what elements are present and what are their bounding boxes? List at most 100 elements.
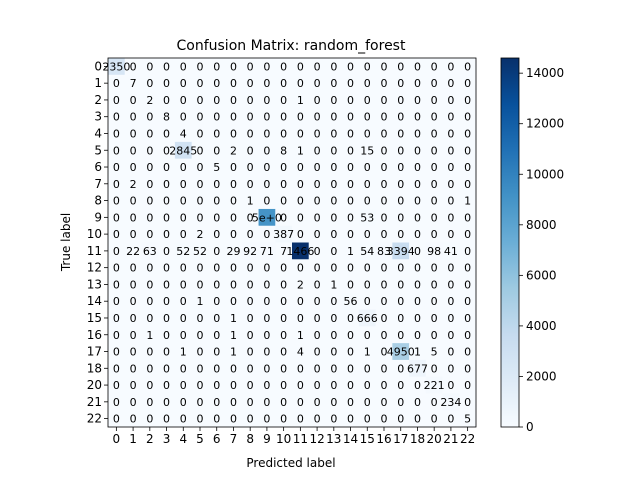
heatmap-cell	[208, 74, 226, 92]
heatmap-cell	[225, 208, 243, 227]
cell-value-label: 0	[263, 144, 270, 157]
cell-value-label: 0	[280, 111, 287, 124]
cell-value-label: 1	[347, 245, 354, 258]
cell-value-label: 0	[146, 195, 153, 208]
x-tick-label: 8	[246, 432, 254, 446]
heatmap-cell	[325, 276, 343, 294]
heatmap-cell	[392, 208, 410, 227]
heatmap-cell	[158, 74, 176, 92]
cell-value-label: 0	[464, 295, 471, 308]
cell-value-label: 0	[364, 262, 371, 275]
heatmap-cell	[442, 192, 460, 210]
cell-value-label: 0	[146, 413, 153, 426]
cell-value-label: 0	[330, 329, 337, 342]
cell-value-label: 0	[297, 195, 304, 208]
heatmap-cell	[158, 292, 176, 310]
heatmap-cell	[241, 175, 259, 193]
cell-value-label: 0	[247, 94, 254, 107]
heatmap-cell	[308, 359, 326, 378]
heatmap-cell	[325, 158, 343, 176]
heatmap-cell	[108, 125, 126, 143]
cell-value-label: 0	[197, 396, 204, 409]
cell-value-label: 0	[464, 262, 471, 275]
cell-value-label: 0	[146, 312, 153, 325]
cell-value-label: 0	[447, 228, 454, 241]
cell-value-label: 0	[163, 195, 170, 208]
cell-value-label: 0	[280, 312, 287, 325]
heatmap-cell	[425, 74, 443, 92]
heatmap-cell	[141, 259, 159, 277]
cell-value-label: 0	[280, 211, 287, 224]
heatmap-cell	[225, 359, 243, 378]
cell-value-label: 0	[180, 77, 187, 90]
cell-value-label: 0	[381, 211, 388, 224]
cell-value-label: 0	[314, 329, 321, 342]
heatmap-cell	[375, 259, 393, 277]
cell-value-label: 387	[273, 228, 294, 241]
cell-value-label: 0	[330, 379, 337, 392]
y-tick-label: 22	[87, 412, 102, 426]
cell-value-label: 0	[197, 144, 204, 157]
heatmap-cell	[208, 410, 226, 428]
cell-value-label: 0	[431, 396, 438, 409]
heatmap-cell	[459, 58, 477, 76]
colorbar-tick-label: 10000	[526, 167, 564, 181]
heatmap-cell	[442, 393, 460, 411]
heatmap-cell	[191, 326, 209, 344]
cell-value-label: 0	[197, 211, 204, 224]
cell-value-label: 0	[414, 228, 421, 241]
cell-value-label: 0	[330, 144, 337, 157]
heatmap-cell	[409, 410, 427, 428]
y-tick-label: 5	[94, 143, 102, 157]
cell-value-label: 0	[263, 295, 270, 308]
cell-value-label: 1	[464, 195, 471, 208]
heatmap-cell	[225, 192, 243, 210]
heatmap-cell	[409, 376, 427, 394]
heatmap-cell	[124, 125, 142, 143]
cell-value-label: 0	[414, 94, 421, 107]
heatmap-cell	[191, 91, 209, 109]
cell-value-label: 0	[180, 362, 187, 375]
cell-value-label: 0	[280, 195, 287, 208]
heatmap-cell	[459, 141, 477, 160]
cell-value-label: 0	[397, 94, 404, 107]
colorbar-tick-label: 6000	[526, 268, 557, 282]
cell-value-label: 0	[431, 262, 438, 275]
y-tick-label: 21	[87, 395, 102, 409]
heatmap-cell	[425, 242, 443, 260]
heatmap-cell	[275, 225, 293, 243]
heatmap-cell	[342, 343, 360, 361]
cell-value-label: 0	[113, 346, 120, 359]
cell-value-label: 0	[347, 278, 354, 291]
cell-value-label: 0	[381, 195, 388, 208]
heatmap-cell	[325, 225, 343, 243]
x-axis-label: Predicted label	[246, 456, 335, 470]
cell-value-label: 0	[197, 312, 204, 325]
y-tick-label: 14	[87, 294, 102, 308]
cell-value-label: 0	[280, 127, 287, 140]
cell-value-label: 0	[230, 211, 237, 224]
heatmap-cell	[425, 376, 443, 394]
heatmap-cell	[141, 343, 159, 361]
heatmap-cell	[191, 208, 209, 227]
cell-value-label: 0	[314, 278, 321, 291]
cell-value-label: 0	[464, 245, 471, 258]
cell-value-label: 0	[314, 127, 321, 140]
cell-value-label: 0	[330, 245, 337, 258]
heatmap-cell	[325, 108, 343, 126]
heatmap-cell	[292, 158, 310, 176]
cell-value-label: 0	[347, 195, 354, 208]
cell-value-label: 0	[197, 413, 204, 426]
heatmap-cell	[225, 242, 243, 260]
heatmap-cell	[108, 343, 126, 361]
heatmap-cell-labels: 2350 0 0 0 0 0 0 0 0 0 0 0 0 0 0 0 0 0 0 0 0 00 7 0 0 0 0 0 0 0 0 0 0 0 0 0…	[102, 60, 471, 425]
heatmap-cell	[392, 359, 410, 378]
heatmap-cell	[275, 242, 293, 260]
cell-value-label: 0	[397, 379, 404, 392]
heatmap-cell	[208, 58, 226, 76]
heatmap-cell	[141, 158, 159, 176]
cell-value-label: 0	[397, 329, 404, 342]
heatmap-cell	[409, 343, 427, 361]
cell-value-label: 0	[113, 127, 120, 140]
